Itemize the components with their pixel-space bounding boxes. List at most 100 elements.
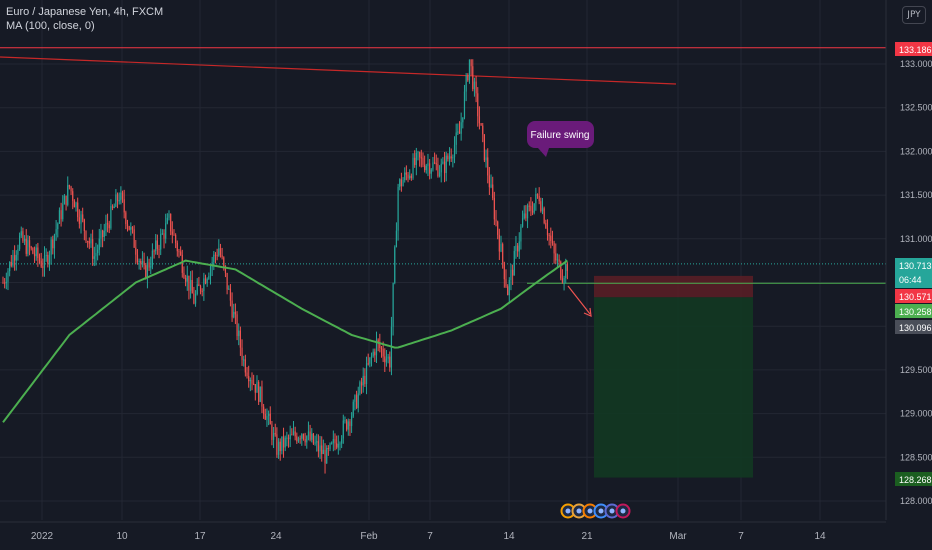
position-zone[interactable] (594, 275, 753, 478)
candle[interactable] (98, 228, 100, 256)
candle[interactable] (28, 235, 31, 256)
candle[interactable] (478, 106, 481, 130)
candle[interactable] (178, 248, 180, 258)
candle[interactable] (359, 380, 361, 396)
candle[interactable] (263, 403, 265, 419)
candle[interactable] (346, 418, 348, 432)
candle[interactable] (123, 189, 125, 219)
candle[interactable] (191, 270, 193, 294)
candle[interactable] (281, 436, 283, 455)
candle[interactable] (73, 199, 75, 208)
candle[interactable] (67, 176, 69, 207)
candle[interactable] (399, 178, 401, 191)
candle[interactable] (360, 377, 363, 394)
candle[interactable] (180, 246, 182, 256)
candle[interactable] (490, 174, 492, 189)
price-axis[interactable]: 133.000 132.500 132.000 131.500 131.000 130.5… (885, 0, 932, 550)
candle[interactable] (148, 258, 150, 271)
candle[interactable] (271, 420, 273, 446)
candle[interactable] (530, 197, 532, 217)
candle[interactable] (463, 84, 466, 120)
candle[interactable] (344, 416, 346, 424)
candle[interactable] (115, 189, 117, 208)
candle[interactable] (126, 219, 129, 232)
candle[interactable] (475, 75, 477, 103)
candle[interactable] (135, 239, 137, 264)
candle[interactable] (93, 246, 95, 267)
candle[interactable] (497, 220, 499, 240)
candle[interactable] (427, 153, 429, 177)
candle[interactable] (140, 258, 142, 271)
candle[interactable] (259, 386, 261, 403)
candle[interactable] (52, 235, 54, 255)
candle[interactable] (545, 219, 547, 229)
candle[interactable] (282, 427, 285, 458)
candle[interactable] (234, 303, 236, 325)
candle[interactable] (560, 260, 562, 281)
candle[interactable] (354, 394, 356, 411)
candle[interactable] (156, 234, 158, 255)
symbol-title[interactable]: Euro / Japanese Yen, 4h, FXCM (6, 6, 164, 18)
candle[interactable] (206, 277, 208, 287)
candle[interactable] (19, 232, 21, 251)
candle[interactable] (194, 290, 197, 307)
candle[interactable] (294, 426, 296, 441)
candle[interactable] (103, 223, 105, 242)
candle[interactable] (422, 152, 424, 168)
candle[interactable] (440, 158, 442, 183)
candle[interactable] (5, 272, 7, 290)
candle[interactable] (256, 375, 258, 393)
candle[interactable] (25, 229, 27, 257)
candle[interactable] (244, 354, 246, 377)
candle[interactable] (133, 225, 135, 248)
indicator-label[interactable]: MA (100, close, 0) (6, 20, 95, 32)
candle[interactable] (20, 226, 22, 238)
candle[interactable] (253, 374, 255, 386)
candle[interactable] (82, 207, 84, 223)
candle[interactable] (80, 210, 82, 234)
economic-events[interactable] (560, 503, 631, 519)
candle[interactable] (143, 252, 145, 270)
candle[interactable] (498, 228, 500, 261)
candle[interactable] (246, 367, 248, 379)
candle[interactable] (120, 186, 122, 205)
candle[interactable] (163, 229, 165, 249)
candle[interactable] (75, 201, 77, 212)
candle[interactable] (316, 433, 318, 452)
candle[interactable] (254, 383, 256, 401)
candle[interactable] (171, 221, 173, 244)
candle[interactable] (505, 269, 507, 288)
candle[interactable] (556, 253, 559, 268)
candle[interactable] (334, 433, 336, 451)
candle[interactable] (480, 122, 482, 126)
candle[interactable] (442, 157, 444, 165)
candle[interactable] (231, 292, 233, 322)
event-icon[interactable] (593, 503, 609, 519)
candle[interactable] (495, 210, 497, 227)
candle[interactable] (168, 210, 170, 221)
candle[interactable] (214, 252, 217, 264)
candle[interactable] (493, 191, 495, 226)
candle[interactable] (518, 232, 520, 259)
candle[interactable] (531, 201, 534, 216)
candle[interactable] (512, 264, 514, 285)
failure-swing-callout[interactable]: Failure swing (527, 121, 594, 157)
candle[interactable] (302, 433, 305, 441)
candle[interactable] (100, 223, 102, 248)
candle[interactable] (279, 438, 281, 461)
candle[interactable] (339, 441, 341, 451)
candle[interactable] (229, 284, 232, 307)
candle[interactable] (53, 233, 56, 259)
candle[interactable] (455, 123, 457, 155)
candle[interactable] (241, 339, 243, 366)
candle[interactable] (528, 201, 530, 212)
candle[interactable] (121, 190, 124, 203)
candle[interactable] (369, 357, 371, 368)
time-axis[interactable]: 2022 10 17 24 Feb 7 14 21 Mar 7 14 (0, 521, 932, 550)
candle[interactable] (352, 399, 354, 418)
candle[interactable] (48, 250, 51, 271)
candle[interactable] (355, 390, 358, 410)
candle[interactable] (269, 406, 271, 425)
candle[interactable] (434, 152, 436, 165)
candle[interactable] (153, 249, 155, 259)
